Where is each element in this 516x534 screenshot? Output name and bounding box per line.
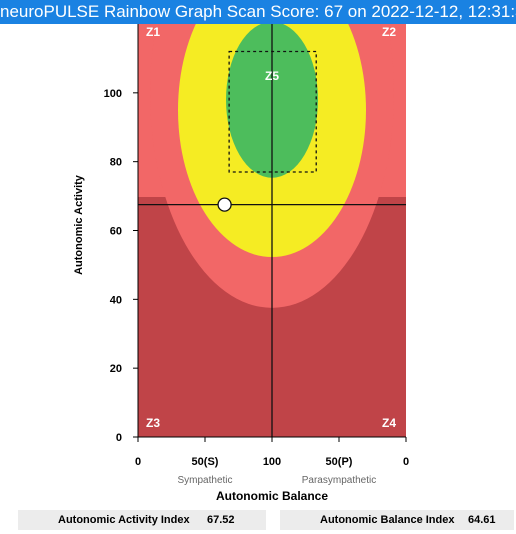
x-tick-label: 50(P) [326,456,353,468]
rainbow-graph-chart: Z1 Z2 Z3 Z4 Z5 0 20 40 60 80 100 0 50(S) 100 50(… [73,24,409,503]
score-point [217,197,232,212]
activity-index-value: 67.52 [207,514,235,526]
parasympathetic-label: Parasympathetic [302,475,376,486]
y-tick-label: 100 [104,88,122,100]
y-tick-label: 20 [110,363,122,375]
z5-dashed-box [228,50,317,173]
zone-label-z3: Z3 [146,416,160,430]
activity-index-label: Autonomic Activity Index [58,514,190,526]
balance-index-label: Autonomic Balance Index [320,514,455,526]
y-tick-label: 40 [110,294,122,306]
zone-label-z4: Z4 [382,416,396,430]
x-tick-label: 50(S) [192,456,219,468]
balance-index-value: 64.61 [468,514,496,526]
y-axis-ticks: 0 20 40 60 80 100 [104,88,138,444]
balance-index-box: Autonomic Balance Index 64.61 [280,510,514,530]
zone-label-z2: Z2 [382,25,396,39]
y-axis-title: Autonomic Activity [73,174,85,275]
x-tick-label: 0 [135,456,141,468]
x-tick-label: 100 [263,456,281,468]
y-tick-label: 60 [110,226,122,238]
y-tick-label: 0 [116,432,122,444]
activity-index-box: Autonomic Activity Index 67.52 [18,510,266,530]
y-tick-label: 80 [110,157,122,169]
x-tick-label: 0 [403,456,409,468]
zone-label-z1: Z1 [146,25,160,39]
page-title: neuroPULSE Rainbow Graph Scan Score: 67 … [0,0,516,24]
zone-label-z5: Z5 [265,69,279,83]
x-axis-title: Autonomic Balance [216,489,328,503]
sympathetic-label: Sympathetic [177,475,232,486]
x-axis-ticks: 0 50(S) 100 50(P) 0 [135,437,409,468]
